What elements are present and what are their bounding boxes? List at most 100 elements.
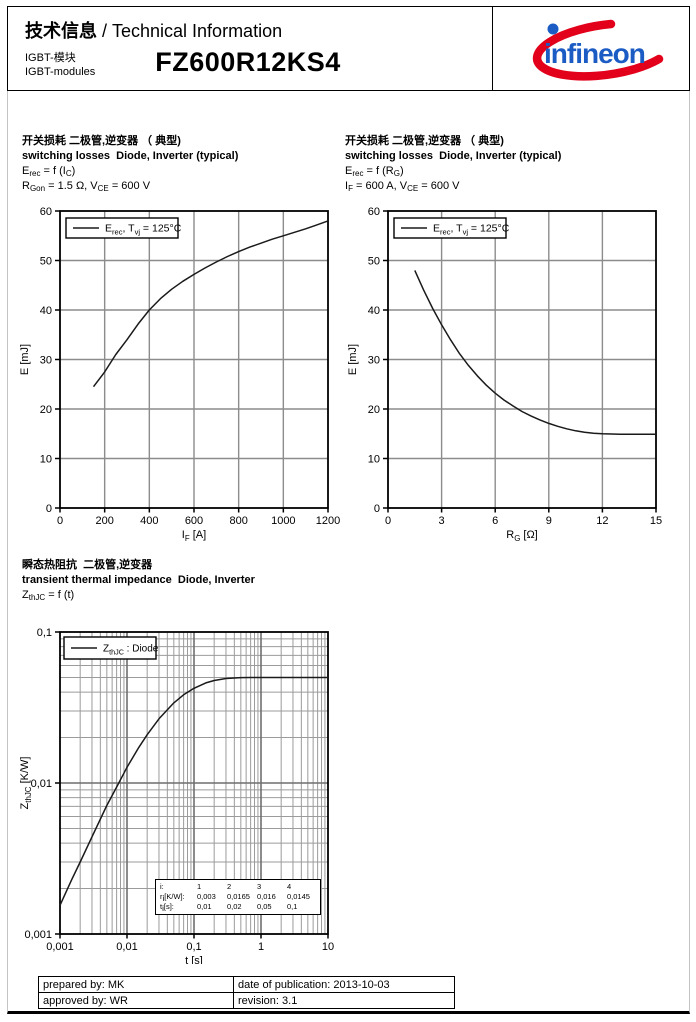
section-3-title: 瞬态热阻抗 二极管,逆变器 transient thermal impedanc… xyxy=(22,558,255,603)
page-title-cn: 技术信息 xyxy=(25,21,97,41)
section-3-title-en: transient thermal impedance Diode, Inver… xyxy=(22,574,255,586)
section-1-title-cn: 开关损耗 二极管,逆变器 （ 典型) xyxy=(22,135,181,147)
svg-text:15: 15 xyxy=(650,515,662,527)
logo-text: infineon xyxy=(544,38,645,69)
section-2-cond-2: IF = 600 A, VCE = 600 V xyxy=(345,180,460,193)
footer-publication-date: date of publication: 2013-10-03 xyxy=(233,976,455,993)
logo-swoosh xyxy=(532,19,664,81)
svg-text:40: 40 xyxy=(40,305,52,317)
tick-labels: 0,001 0,01 0,1 1 10 0,001 0,01 0,1 xyxy=(24,627,334,953)
svg-text:10: 10 xyxy=(40,454,52,466)
svg-text:0: 0 xyxy=(57,515,63,527)
module-label-cn: IGBT-模块 xyxy=(25,52,76,64)
legend: Erec, Tvj = 125°C xyxy=(393,217,510,239)
module-labels: IGBT-模块 IGBT-modules xyxy=(25,51,95,79)
tick-labels: 0 200 400 600 800 1000 1200 0 10 20 30 40 50 60 xyxy=(40,206,340,527)
footer-approved-by: approved by: WR xyxy=(38,992,234,1009)
svg-text:30: 30 xyxy=(368,355,380,367)
svg-text:1: 1 xyxy=(258,941,264,953)
inset-table-cell: ri[K/W]: xyxy=(160,892,185,903)
svg-text:60: 60 xyxy=(368,206,380,218)
module-label-en: IGBT-modules xyxy=(25,66,96,78)
logo-cell: infineon xyxy=(492,7,689,90)
svg-text:600: 600 xyxy=(185,515,203,527)
svg-text:40: 40 xyxy=(368,305,380,317)
y-axis-label: E [mJ] xyxy=(347,344,359,375)
series-line xyxy=(92,220,329,388)
svg-text:200: 200 xyxy=(95,515,113,527)
inset-table-row: ti[s]: 0,01 0,02 0,05 0,1 xyxy=(160,902,320,913)
inset-table-cell: 0,0145 xyxy=(287,892,310,901)
section-2-cond-1: Erec = f (RG) xyxy=(345,165,404,178)
svg-text:6: 6 xyxy=(492,515,498,527)
inset-table-cell: 2 xyxy=(227,882,232,891)
inset-table-cell: 0,02 xyxy=(227,902,242,911)
section-2-title-cn: 开关损耗 二极管,逆变器 （ 典型) xyxy=(345,135,504,147)
svg-text:ZthJC : Diode: ZthJC : Diode xyxy=(103,644,159,657)
section-3-title-cn: 瞬态热阻抗 二极管,逆变器 xyxy=(22,559,153,571)
inset-table-row: i: 1 2 3 4 xyxy=(160,882,320,892)
svg-text:0,001: 0,001 xyxy=(24,929,52,941)
inset-table-cell: 0,1 xyxy=(287,902,298,911)
page-title: 技术信息 / Technical Information xyxy=(25,17,282,43)
chart-erec-vs-rg: 0 3 6 9 12 15 0 10 20 30 40 50 60 RG [Ω] E [mJ] Erec, T… xyxy=(342,203,672,550)
section-2-title-en: switching losses Diode, Inverter (typica… xyxy=(345,150,562,162)
svg-text:0,1: 0,1 xyxy=(37,627,52,639)
svg-text:3: 3 xyxy=(439,515,445,527)
section-2-title: 开关损耗 二极管,逆变器 （ 典型) switching losses Diod… xyxy=(345,134,561,194)
svg-text:Erec, Tvj = 125°C: Erec, Tvj = 125°C xyxy=(433,223,510,237)
section-1-title: 开关损耗 二极管,逆变器 （ 典型) switching losses Diod… xyxy=(22,134,238,194)
svg-text:12: 12 xyxy=(596,515,608,527)
svg-text:0: 0 xyxy=(385,515,391,527)
svg-text:1200: 1200 xyxy=(316,515,340,527)
section-1-cond-2: RGon = 1.5 Ω, VCE = 600 V xyxy=(22,180,151,193)
chart-erec-vs-if-svg: 0 200 400 600 800 1000 1200 0 10 20 30 40 50 60 IF [A]… xyxy=(19,206,340,543)
svg-text:0,01: 0,01 xyxy=(116,941,137,953)
svg-text:10: 10 xyxy=(322,941,334,953)
inset-table-cell: ti[s]: xyxy=(160,902,174,913)
svg-text:60: 60 xyxy=(40,206,52,218)
inset-table-cell: 0,003 xyxy=(197,892,216,901)
svg-text:0: 0 xyxy=(46,503,52,515)
part-number: FZ600R12KS4 xyxy=(155,47,341,77)
chart-erec-vs-if: 0 200 400 600 800 1000 1200 0 10 20 30 40 50 60 IF [A]… xyxy=(14,203,344,550)
header: 技术信息 / Technical Information IGBT-模块 IGB… xyxy=(7,6,690,91)
svg-text:50: 50 xyxy=(40,256,52,268)
svg-text:20: 20 xyxy=(368,404,380,416)
y-axis-label: E [mJ] xyxy=(19,344,31,375)
inset-table-cell: 0,01 xyxy=(197,902,212,911)
svg-text:0,01: 0,01 xyxy=(31,778,52,790)
section-1-title-en: switching losses Diode, Inverter (typica… xyxy=(22,150,239,162)
svg-text:20: 20 xyxy=(40,404,52,416)
footer-prepared-by: prepared by: MK xyxy=(38,976,234,993)
x-axis-label: t [s] xyxy=(185,955,203,964)
footer-revision: revision: 3.1 xyxy=(233,992,455,1009)
svg-text:9: 9 xyxy=(546,515,552,527)
legend: ZthJC : Diode xyxy=(63,636,159,660)
series-line xyxy=(414,270,656,435)
infineon-logo: infineon xyxy=(532,19,664,81)
legend: Erec, Tvj = 125°C xyxy=(65,217,182,239)
inset-table-cell: 3 xyxy=(257,882,262,891)
inset-table-cell: 4 xyxy=(287,882,292,891)
x-axis-label: IF [A] xyxy=(182,529,206,543)
inset-table-cell: 0,016 xyxy=(257,892,276,901)
section-1-cond-1: Erec = f (IC) xyxy=(22,165,76,178)
svg-text:1000: 1000 xyxy=(271,515,295,527)
svg-text:0,1: 0,1 xyxy=(186,941,201,953)
svg-text:Erec, Tvj = 125°C: Erec, Tvj = 125°C xyxy=(105,223,182,237)
inset-table-cell: 0,0165 xyxy=(227,892,250,901)
svg-text:0,001: 0,001 xyxy=(46,941,74,953)
footer-row-1: prepared by: MK date of publication: 201… xyxy=(38,976,455,993)
logo-i-dot xyxy=(547,23,559,34)
svg-text:30: 30 xyxy=(40,355,52,367)
y-axis-label: ZthJC [K/W] xyxy=(19,757,33,810)
svg-text:400: 400 xyxy=(140,515,158,527)
grid xyxy=(60,211,328,508)
svg-text:0: 0 xyxy=(374,503,380,515)
inset-table-cell: 1 xyxy=(197,882,202,891)
chart-erec-vs-rg-svg: 0 3 6 9 12 15 0 10 20 30 40 50 60 RG [Ω] E [mJ] Erec, T… xyxy=(347,206,662,543)
inset-table-cell: i: xyxy=(160,882,164,891)
inset-table-row: ri[K/W]: 0,003 0,0165 0,016 0,0145 xyxy=(160,892,320,903)
